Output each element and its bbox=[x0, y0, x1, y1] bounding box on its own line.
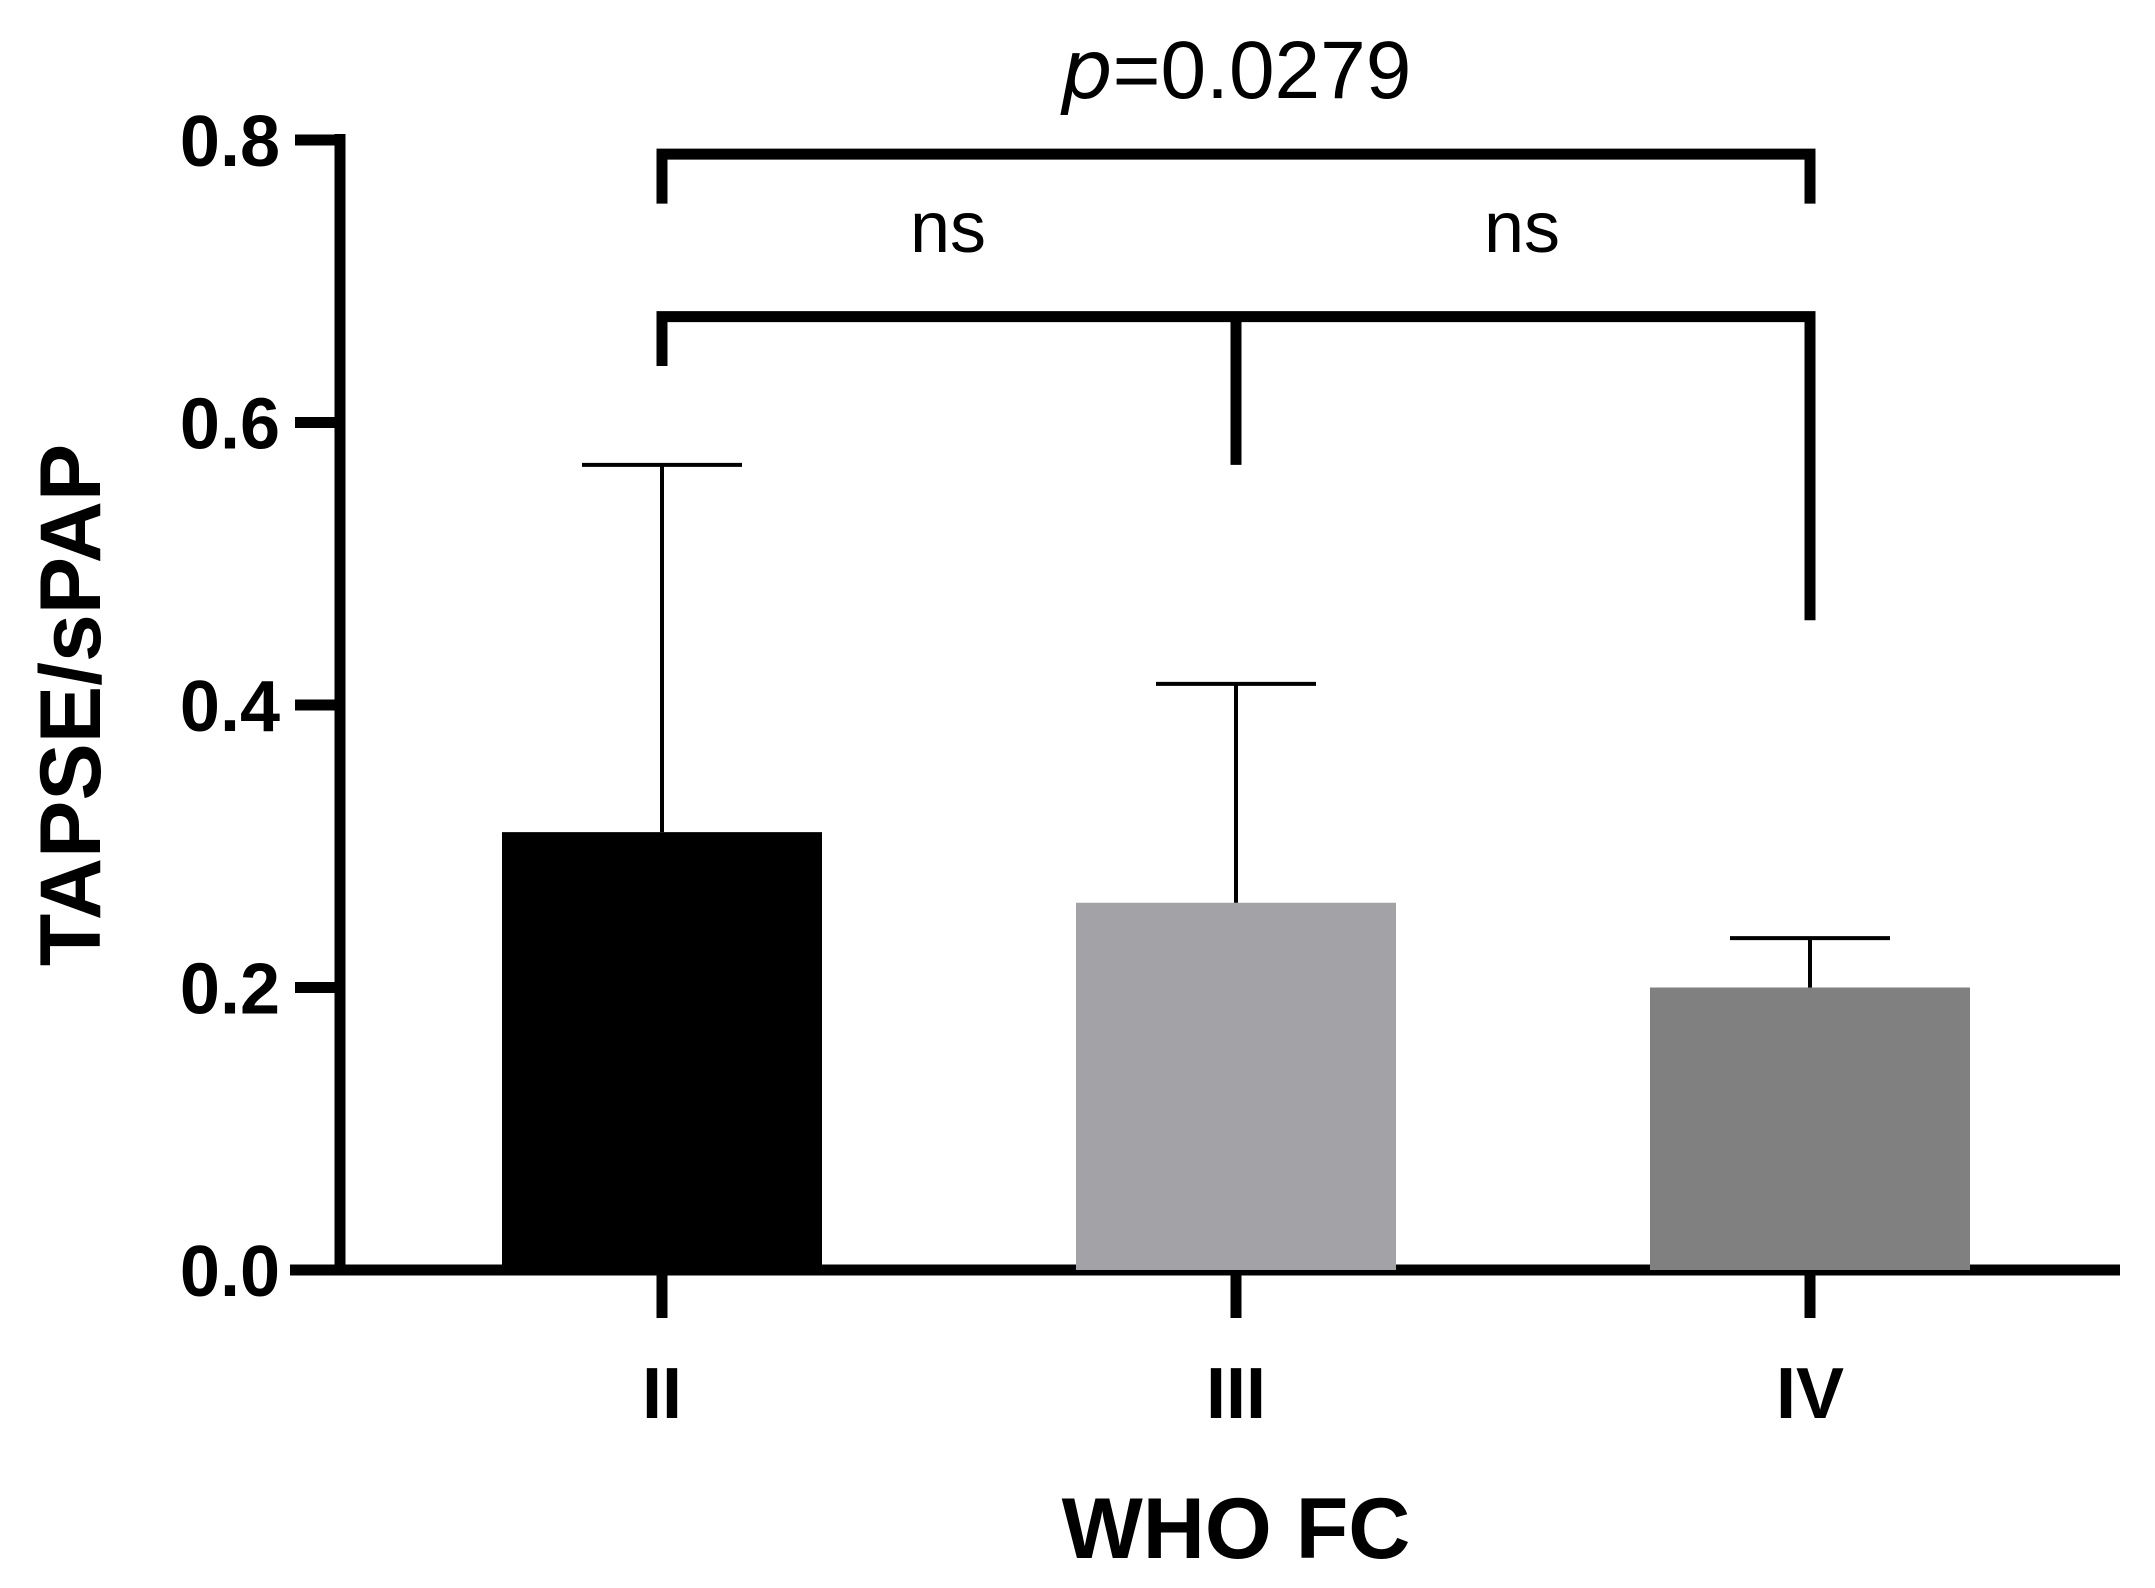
ns-label-left: ns bbox=[910, 188, 986, 268]
x-tick-label: IV bbox=[1776, 1354, 1844, 1434]
y-tick-label: 0.4 bbox=[180, 667, 280, 747]
ns-label-right: ns bbox=[1484, 188, 1560, 268]
bar-ii bbox=[502, 832, 822, 1270]
error-bars bbox=[582, 462, 1890, 988]
bar-iv bbox=[1650, 987, 1970, 1270]
y-tick-label: 0.6 bbox=[180, 385, 280, 465]
significance-brackets bbox=[656, 148, 1816, 621]
y-tick-label: 0.0 bbox=[180, 1232, 280, 1312]
p-symbol: p bbox=[1060, 23, 1113, 118]
overall-bracket bbox=[656, 148, 1816, 204]
p-value-number: =0.0279 bbox=[1113, 25, 1412, 116]
x-axis-title: WHO FC bbox=[1062, 1481, 1411, 1577]
x-tick-label: III bbox=[1206, 1354, 1266, 1434]
y-tick-label: 0.2 bbox=[180, 950, 280, 1030]
bars bbox=[502, 832, 1970, 1270]
p-value-annotation: p=0.0279 bbox=[1060, 23, 1412, 118]
y-axis-title: TAPSE/sPAP bbox=[23, 444, 119, 967]
x-axis-ticks: II III IV bbox=[642, 1270, 1844, 1434]
bar-iii bbox=[1076, 902, 1396, 1270]
y-tick-label: 0.8 bbox=[180, 102, 280, 182]
y-axis-ticks: 0.0 0.2 0.4 0.6 0.8 bbox=[180, 102, 340, 1312]
x-tick-label: II bbox=[642, 1354, 682, 1434]
